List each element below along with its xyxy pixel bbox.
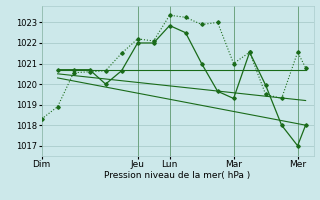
X-axis label: Pression niveau de la mer( hPa ): Pression niveau de la mer( hPa ) (104, 171, 251, 180)
